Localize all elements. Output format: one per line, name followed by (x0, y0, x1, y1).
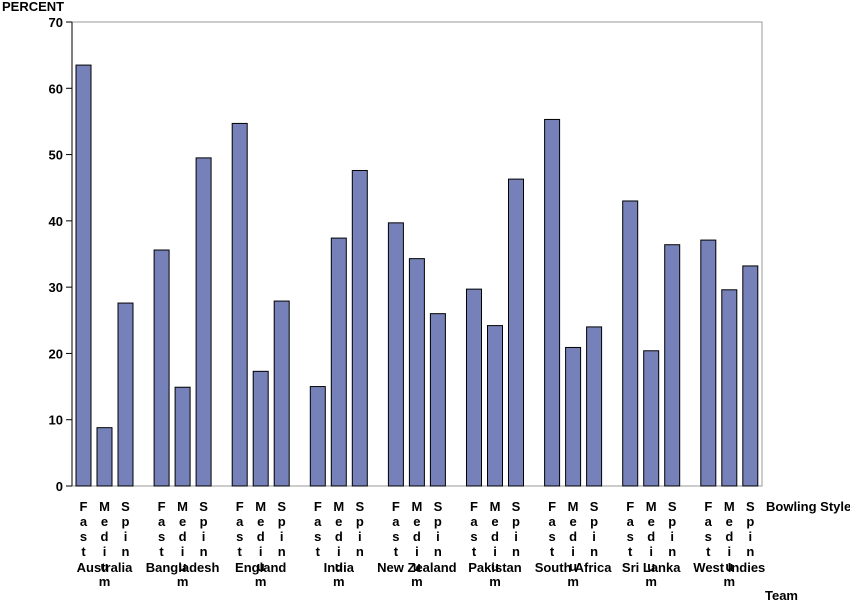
team-label: England (235, 560, 286, 575)
bar-bangladesh-medium (174, 386, 191, 487)
bar-bangladesh-fast (153, 249, 170, 487)
y-axis-title: PERCENT (2, 0, 64, 14)
bar-south-africa-medium (565, 346, 582, 487)
bar-pakistan-medium (487, 325, 503, 487)
bar-new-zealand-fast (387, 222, 404, 487)
bar-south-africa-spin (586, 326, 603, 487)
bar-new-zealand-spin (429, 313, 446, 487)
bar-sri-lanka-medium (643, 350, 660, 487)
bars (75, 64, 759, 487)
y-tick-label: 10 (49, 413, 63, 428)
bar-australia-fast (75, 64, 92, 487)
y-tick-label: 50 (49, 148, 63, 163)
bar-west-indies-medium (721, 289, 738, 487)
bar-india-medium (330, 237, 347, 487)
x-axis-outer-title: Team (765, 588, 798, 602)
bar-sri-lanka-spin (664, 244, 681, 487)
y-tick-label: 30 (49, 280, 63, 295)
bar-new-zealand-medium (408, 258, 425, 487)
team-label: India (324, 560, 355, 575)
team-label: Pakistan (468, 560, 522, 575)
bar-england-medium (252, 370, 269, 487)
bar-india-fast (309, 386, 326, 487)
bar-bangladesh-spin (195, 157, 212, 487)
bar-south-africa-fast (544, 118, 561, 487)
team-label: South Africa (535, 560, 613, 575)
team-label: Australia (77, 560, 133, 575)
bar-england-fast (231, 122, 248, 487)
bar-pakistan-fast (466, 288, 482, 487)
x-axis-inner-title: Bowling Style (766, 499, 850, 514)
team-label: Bangladesh (146, 560, 220, 575)
bar-england-spin (273, 300, 290, 487)
bar-india-spin (351, 169, 368, 487)
bar-west-indies-fast (700, 239, 717, 487)
team-label: West Indies (693, 560, 765, 575)
y-tick-label: 20 (49, 346, 63, 361)
bar-australia-medium (96, 427, 113, 487)
team-label: Sri Lanka (622, 560, 681, 575)
team-labels: Australia Bangladesh England India New Zeala… (77, 560, 766, 575)
y-tick-label: 60 (49, 81, 63, 96)
bar-sri-lanka-fast (622, 200, 639, 487)
y-tick-label: 0 (56, 479, 63, 494)
bar-west-indies-spin (742, 265, 759, 487)
y-ticks: 0 10 20 30 40 50 60 70 (49, 15, 72, 494)
bar-pakistan-spin (508, 178, 524, 487)
y-tick-label: 70 (49, 15, 63, 30)
bar-australia-spin (117, 302, 134, 487)
team-label: New Zealand (377, 560, 457, 575)
y-tick-label: 40 (49, 214, 63, 229)
